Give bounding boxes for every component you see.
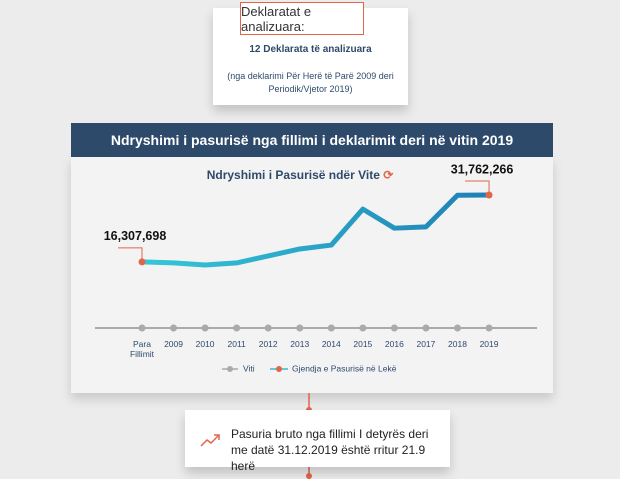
x-tick-label: 2018 bbox=[448, 339, 467, 349]
x-tick bbox=[422, 324, 430, 332]
series-line bbox=[141, 192, 490, 268]
x-tick bbox=[296, 324, 304, 332]
point-marker bbox=[485, 191, 493, 199]
x-tick bbox=[138, 324, 146, 332]
x-tick bbox=[454, 324, 461, 332]
x-tick bbox=[359, 324, 367, 332]
x-tick bbox=[485, 324, 493, 332]
x-tick-label: 2011 bbox=[227, 339, 246, 349]
x-tick bbox=[201, 324, 209, 332]
x-tick bbox=[264, 324, 272, 332]
leader-line bbox=[118, 247, 143, 262]
x-tick-label: 2012 bbox=[258, 339, 278, 349]
x-tick-label: 2009 bbox=[164, 339, 183, 349]
x-tick bbox=[233, 324, 241, 332]
chart-subtitle-text: Ndryshimi i Pasurisë ndër Vite bbox=[206, 168, 380, 182]
connector-dot bbox=[306, 473, 312, 479]
refresh-icon: ⟳ bbox=[383, 168, 394, 182]
x-tick-label: 2019 bbox=[479, 339, 499, 349]
leader-line bbox=[465, 180, 490, 195]
x-tick-label: Para Fillimit bbox=[129, 339, 155, 359]
x-tick bbox=[327, 324, 335, 332]
x-tick-label: 2010 bbox=[195, 339, 215, 349]
value-label: 31,762,266 bbox=[451, 162, 514, 176]
x-tick-label: 2017 bbox=[416, 339, 436, 349]
value-label: 16,307,698 bbox=[104, 229, 167, 243]
legend-label: Viti bbox=[243, 363, 255, 373]
x-tick-label: 2016 bbox=[384, 339, 404, 349]
legend-label: Gjendja e Pasurisë në Lekë bbox=[292, 363, 397, 373]
legend-swatch-dot bbox=[227, 366, 233, 372]
card-subtitle: 12 Deklarata të analizuara bbox=[249, 44, 372, 55]
x-tick bbox=[170, 324, 178, 332]
x-tick-label: 2015 bbox=[353, 339, 373, 349]
trend-icon bbox=[200, 434, 220, 447]
card-note: (nga deklarimi Për Herë të Parë 2009 der… bbox=[227, 71, 394, 94]
point-marker bbox=[138, 258, 146, 266]
chart-banner: Ndryshimi i pasurisë nga fillimi i dekla… bbox=[71, 123, 553, 157]
legend-swatch-dot bbox=[276, 366, 282, 372]
card-title: Deklaratat e analizuara: bbox=[240, 2, 364, 35]
x-tick-label: 2013 bbox=[290, 339, 310, 349]
x-tick-label: 2014 bbox=[321, 339, 341, 349]
x-tick bbox=[390, 324, 398, 332]
result-card bbox=[185, 410, 450, 467]
chart-subtitle: Ndryshimi i Pasurisë ndër Vite ⟳ bbox=[200, 168, 400, 182]
result-text: Pasuria bruto nga fillimi I detyrës deri… bbox=[231, 427, 429, 473]
